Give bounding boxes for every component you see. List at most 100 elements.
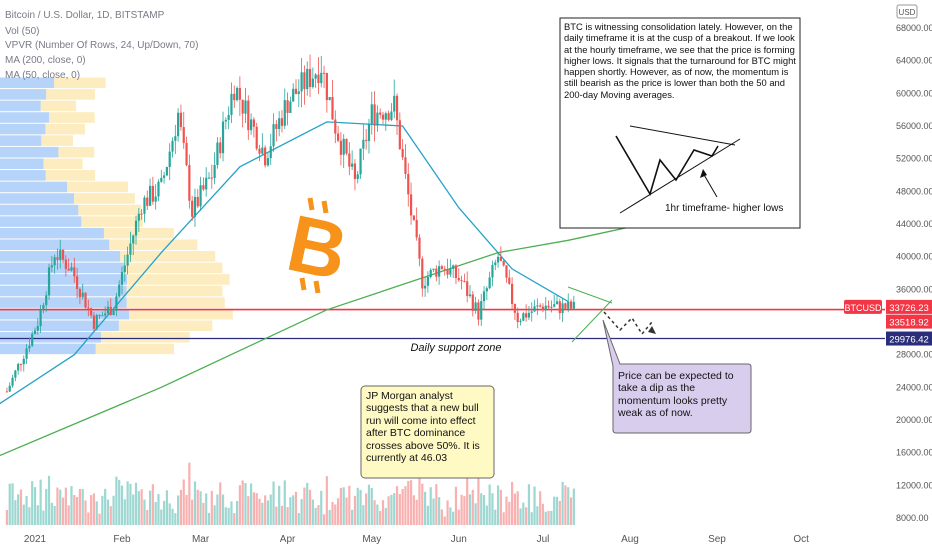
time-axis[interactable]: 2021 Feb Mar Apr May Jun Jul Aug Sep Oct <box>24 534 809 545</box>
volume-bar <box>90 495 93 525</box>
candle-body <box>146 197 149 206</box>
x-tick-label: Feb <box>113 534 131 545</box>
x-tick-label: Apr <box>280 534 296 545</box>
candle-body <box>522 313 525 321</box>
candle-body <box>454 265 458 278</box>
volume-bar <box>558 501 561 525</box>
candle-body <box>395 95 399 121</box>
candle-body <box>196 196 199 207</box>
candle-body <box>61 249 65 260</box>
volume-bar <box>547 510 550 525</box>
candle-body <box>275 124 278 130</box>
y-tick-label: 24000.00 <box>896 382 932 392</box>
volume-bar <box>174 513 177 525</box>
candle-body <box>516 312 519 323</box>
ma50-line <box>0 121 569 405</box>
volume-bar <box>401 489 404 525</box>
candle-body <box>238 87 241 100</box>
volume-bar <box>404 486 407 525</box>
volume-bar <box>536 506 539 525</box>
candle-body <box>42 305 45 309</box>
volume-bar <box>393 493 396 525</box>
candle-body <box>322 72 326 74</box>
volume-profile-up <box>0 100 41 112</box>
volume-bar <box>567 487 570 525</box>
volume-bar <box>539 491 542 525</box>
volume-profile-up <box>0 193 74 204</box>
volume-bar <box>275 506 278 525</box>
price-label-value: 33726.23 <box>889 303 929 314</box>
volume-bar <box>33 487 37 525</box>
candle-body <box>143 197 146 214</box>
volume-profile-up <box>0 216 82 227</box>
candle-body <box>457 277 460 281</box>
candle-body <box>466 281 469 296</box>
candle-body <box>519 320 522 323</box>
candle-body <box>446 269 449 275</box>
volume-bar <box>508 501 511 525</box>
volume-bar <box>25 495 28 525</box>
volume-bar <box>252 492 256 525</box>
y-tick-label: 52000.00 <box>896 154 932 164</box>
volume-bar <box>468 494 472 525</box>
volume-profile-up <box>0 204 79 216</box>
candle-body <box>104 313 107 316</box>
candle-body <box>336 133 340 141</box>
volume-bar <box>258 498 261 525</box>
volume-bar <box>530 512 533 525</box>
candle-body <box>367 123 371 142</box>
volume-profile-up <box>0 77 55 89</box>
volume-bar <box>249 483 253 525</box>
volume-profile <box>0 77 233 355</box>
volume-bar <box>322 514 326 525</box>
volume-bar <box>31 481 34 525</box>
volume-bar <box>342 487 345 525</box>
candle-body <box>435 268 438 277</box>
volume-bar <box>171 508 174 525</box>
candle-body <box>151 185 154 202</box>
dip-callout: Price can be expected to take a dip as t… <box>602 319 752 434</box>
volume-bar <box>106 499 110 525</box>
candle-body <box>50 265 53 268</box>
volume-bar <box>308 489 312 525</box>
candle-body <box>53 257 56 266</box>
x-tick-label: Jul <box>537 534 550 545</box>
volume-bar <box>50 502 53 525</box>
horizontal-lines <box>0 308 885 340</box>
candle-body <box>137 213 140 221</box>
volume-bar <box>101 495 104 525</box>
volume-profile-down <box>73 193 135 204</box>
candle-body <box>185 142 188 166</box>
volume-bar <box>533 486 536 525</box>
volume-bar <box>519 508 522 525</box>
volume-profile-down <box>46 89 96 100</box>
volume-profile-down <box>54 77 106 89</box>
candle-body <box>379 112 382 115</box>
candle-body <box>567 301 570 309</box>
candle-body <box>36 326 39 331</box>
volume-bar <box>485 505 488 525</box>
candle-body <box>132 235 135 244</box>
candle-body <box>174 136 177 141</box>
candle-body <box>5 391 9 393</box>
candle-body <box>112 310 115 315</box>
volume-bar <box>53 505 56 525</box>
volume-profile-up <box>0 181 67 193</box>
x-tick-label: 2021 <box>24 534 47 545</box>
volume-bar <box>146 509 149 525</box>
volume-profile-up <box>0 123 46 135</box>
candle-body <box>154 196 157 202</box>
volume-bar <box>193 481 197 525</box>
candle-body <box>572 301 575 309</box>
volume-bar <box>390 494 393 525</box>
candle-body <box>415 219 418 238</box>
volume-bar <box>210 490 213 525</box>
support-zone-label: Daily support zone <box>410 342 501 354</box>
candle-body <box>70 267 73 271</box>
candle-body <box>314 74 317 79</box>
volume-bar <box>527 484 531 525</box>
volume-bar <box>36 505 39 525</box>
volume-bar <box>415 499 418 525</box>
analysis-note: BTC is witnessing consolidation lately. … <box>564 21 796 100</box>
